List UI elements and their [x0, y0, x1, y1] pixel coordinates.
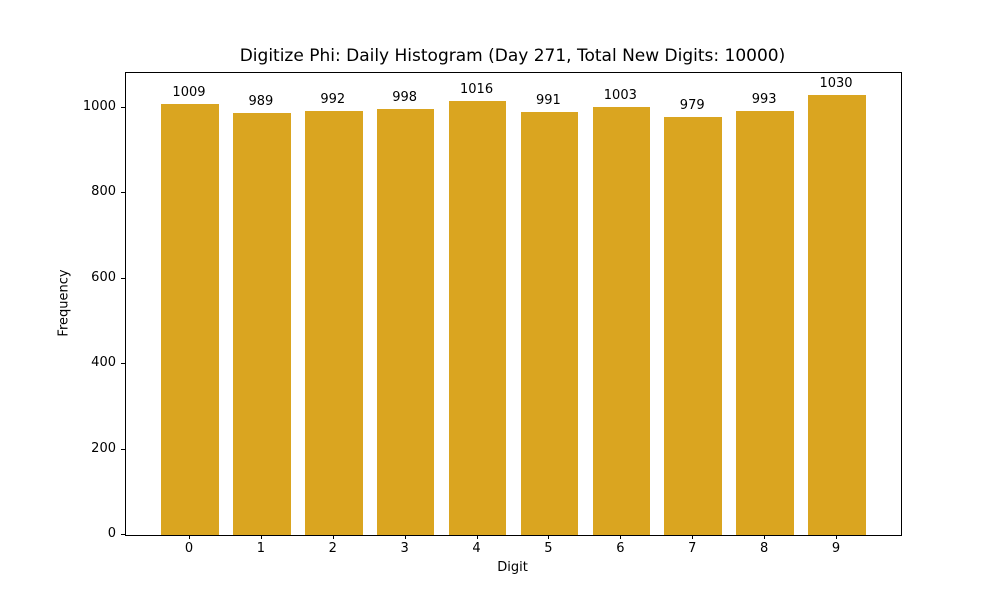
- bar-digit-7: [664, 116, 722, 535]
- y-tick-label: 200: [91, 440, 116, 456]
- bar-value-label-1: 989: [248, 93, 274, 109]
- y-tick-mark: [121, 192, 125, 194]
- y-tick-label: 800: [91, 184, 116, 200]
- x-tick-mark: [332, 535, 334, 539]
- x-tick-label: 8: [759, 541, 769, 556]
- bar-digit-5: [520, 111, 579, 535]
- bar-value-label-2: 992: [320, 92, 346, 108]
- bar-value-label-8: 993: [751, 91, 777, 107]
- y-tick-label: 1000: [82, 98, 116, 114]
- y-tick-mark: [121, 534, 125, 535]
- x-tick-mark: [260, 535, 262, 539]
- bar-digit-8: [736, 110, 794, 535]
- x-tick-mark: [476, 535, 478, 539]
- y-tick-mark: [121, 448, 125, 450]
- y-tick-mark: [121, 106, 125, 108]
- x-tick-label: 3: [400, 541, 409, 556]
- y-tick-mark: [121, 277, 125, 279]
- bar-value-label-5: 991: [536, 92, 561, 108]
- x-tick-mark: [620, 535, 622, 539]
- x-tick-mark: [692, 535, 694, 539]
- bar-digit-6: [592, 106, 651, 535]
- bar-value-label-3: 998: [392, 89, 418, 105]
- bar-digit-1: [233, 112, 291, 535]
- bar-value-label-9: 1030: [819, 76, 853, 91]
- bar-digit-3: [376, 108, 435, 535]
- x-tick-label: 2: [328, 541, 337, 556]
- y-tick-label: 600: [91, 269, 116, 285]
- x-tick-mark: [188, 535, 190, 539]
- bar-value-label-6: 1003: [603, 87, 637, 103]
- x-tick-label: 9: [831, 541, 841, 556]
- bar-digit-0: [161, 103, 219, 535]
- chart-title: Digitize Phi: Daily Histogram (Day 271, …: [239, 46, 786, 66]
- x-tick-mark: [764, 535, 766, 539]
- y-tick-label: 0: [107, 526, 116, 541]
- x-tick-label: 0: [184, 541, 194, 556]
- x-tick-label: 6: [616, 541, 625, 556]
- x-tick-label: 7: [688, 541, 697, 556]
- bar-digit-2: [305, 111, 363, 535]
- bar-digit-4: [448, 100, 507, 535]
- x-tick-mark: [548, 535, 550, 539]
- x-tick-label: 5: [544, 541, 553, 556]
- x-tick-label: 4: [472, 541, 481, 556]
- x-tick-label: 1: [256, 541, 266, 556]
- bar-value-label-0: 1009: [172, 84, 206, 100]
- bar-value-label-7: 979: [679, 97, 705, 113]
- x-tick-mark: [836, 535, 838, 539]
- y-tick-label: 400: [91, 355, 116, 371]
- bar-digit-9: [808, 95, 866, 535]
- x-tick-mark: [404, 535, 406, 539]
- bar-value-label-4: 1016: [460, 81, 494, 97]
- y-tick-mark: [121, 363, 125, 365]
- plot-area: [125, 72, 902, 536]
- x-axis-label: Digit: [497, 560, 528, 575]
